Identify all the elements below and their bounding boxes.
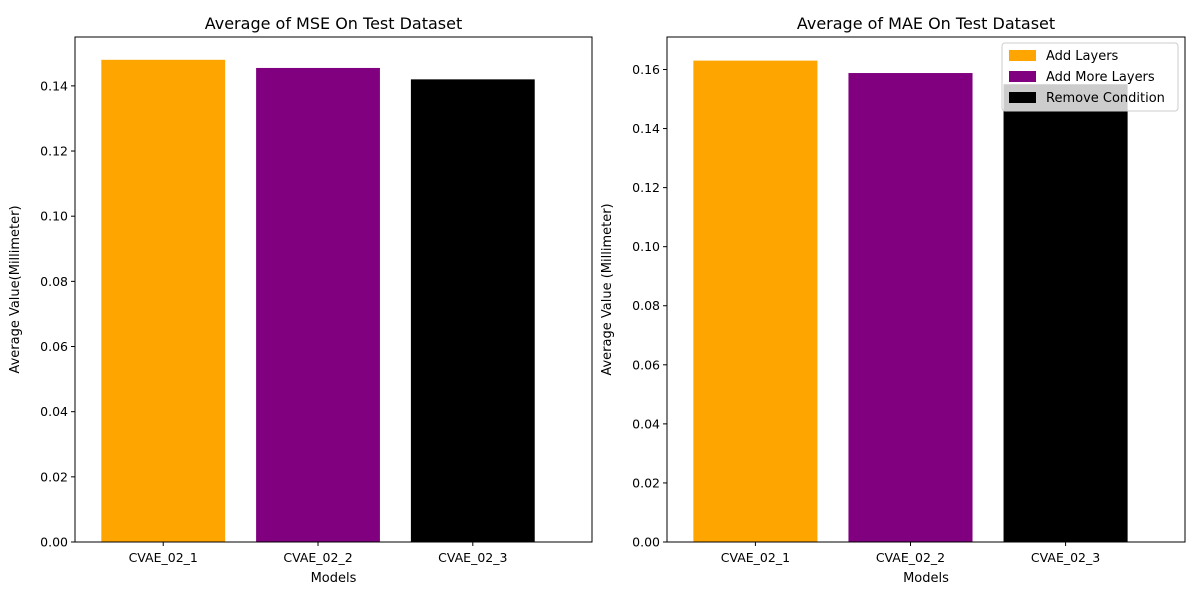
x-tick-label: CVAE_02_2 [283, 550, 352, 565]
legend-swatch [1009, 71, 1036, 82]
y-tick-label: 0.08 [40, 274, 68, 289]
y-tick-label: 0.14 [632, 121, 660, 136]
y-tick-label: 0.16 [632, 62, 660, 77]
y-tick-label: 0.12 [632, 180, 660, 195]
bar-CVAE_02_3 [410, 79, 535, 543]
bar-CVAE_02_1 [101, 59, 226, 542]
y-tick-label: 0.02 [632, 475, 660, 490]
plot-frame [666, 36, 1186, 543]
bar-CVAE_02_2 [848, 73, 973, 543]
plot-frame [74, 36, 593, 543]
x-axis-label: Models [903, 571, 949, 586]
y-tick-label: 0.02 [40, 469, 68, 484]
x-tick-label: CVAE_02_3 [1031, 550, 1100, 565]
y-axis-label: Average Value(Millimeter) [8, 205, 23, 373]
chart-title: Average of MAE On Test Dataset [797, 14, 1055, 33]
y-tick-label: 0.04 [40, 404, 68, 419]
y-tick-label: 0.06 [40, 339, 68, 354]
bar-CVAE_02_3 [1003, 84, 1128, 542]
x-tick-label: CVAE_02_3 [438, 550, 507, 565]
legend-label: Add More Layers [1046, 70, 1155, 85]
y-tick-label: 0.10 [632, 239, 660, 254]
y-tick-label: 0.12 [40, 144, 68, 159]
bar-CVAE_02_2 [256, 67, 380, 543]
y-axis-label: Average Value (Millimeter) [600, 203, 615, 375]
legend-swatch [1009, 92, 1036, 103]
x-tick-label: CVAE_02_1 [129, 550, 198, 565]
y-tick-label: 0.08 [632, 298, 660, 313]
chart-panel-2: 0.00 0.02 0.04 0.06 0.08 0.10 0.12 0.14 0.16 CVAE… [600, 14, 1186, 586]
legend-label: Remove Condition [1046, 91, 1165, 106]
x-tick-label: CVAE_02_2 [876, 550, 945, 565]
bar-CVAE_02_1 [693, 60, 818, 542]
y-tick-label: 0.14 [40, 78, 68, 93]
chart-title: Average of MSE On Test Dataset [205, 14, 463, 33]
x-tick-label: CVAE_02_1 [721, 550, 790, 565]
y-tick-label: 0.00 [632, 535, 660, 550]
legend: Add Layers Add More Layers Remove Conditio… [1001, 42, 1179, 112]
legend-swatch [1009, 50, 1036, 61]
y-tick-label: 0.10 [40, 209, 68, 224]
y-tick-label: 0.06 [632, 357, 660, 372]
chart-panel-1: 0.00 0.02 0.04 0.06 0.08 0.10 0.12 0.14 CVAE_02_… [8, 14, 593, 586]
y-tick-label: 0.04 [632, 416, 660, 431]
x-axis-label: Models [311, 571, 357, 586]
y-tick-label: 0.00 [40, 535, 68, 550]
legend-frame [1001, 42, 1179, 112]
legend-label: Add Layers [1046, 49, 1119, 64]
